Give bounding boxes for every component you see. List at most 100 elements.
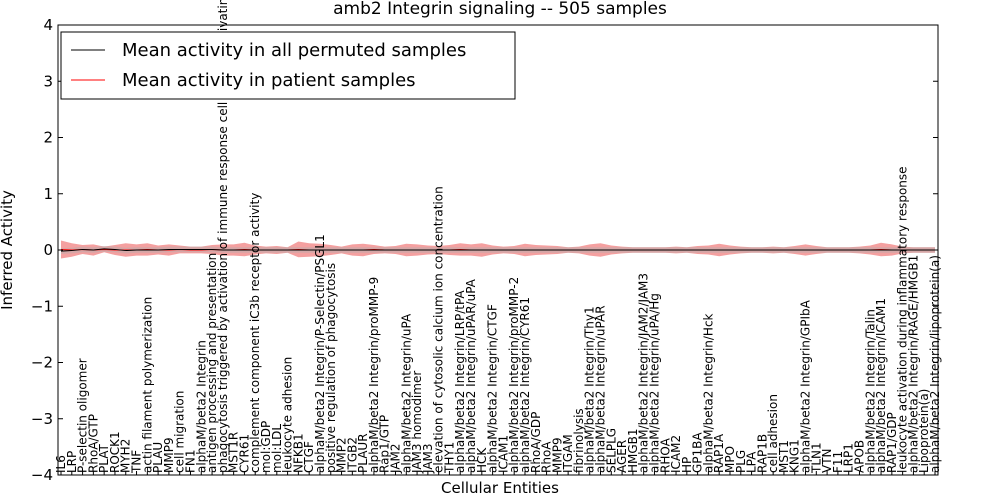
x-tick-label: alphaM/beta2 Integrin/CTGF bbox=[486, 304, 500, 473]
legend-label-patient: Mean activity in patient samples bbox=[122, 70, 416, 91]
x-tick-label: SELPLG bbox=[604, 428, 618, 473]
x-tick-label: HP bbox=[680, 457, 694, 473]
x-tick-label: NFKB1 bbox=[291, 433, 305, 473]
x-tick-label: THY1 bbox=[442, 442, 456, 474]
x-tick-label: alphaM/beta2 Integrin/lipoprotein(a) bbox=[928, 255, 942, 473]
x-tick-label: RAP1B bbox=[755, 434, 769, 473]
x-tick-label: APOB bbox=[852, 440, 866, 473]
x-tick-label: fibrinolysis bbox=[572, 408, 586, 473]
x-tick-label: leukocyte activation during inflammatory… bbox=[896, 166, 910, 473]
x-axis-label: Cellular Entities bbox=[441, 479, 559, 497]
x-tick-label: alphaM/beta2 Integrin/uPAR bbox=[594, 305, 608, 473]
x-tick-label: alphaM/beta2 Integrin/Hck bbox=[701, 313, 715, 473]
x-tick-label: AGER bbox=[615, 440, 629, 473]
x-tick-label: ICAM2 bbox=[669, 435, 683, 473]
x-tick-label: alphaM/beta2 Integrin/uPA bbox=[399, 313, 413, 473]
x-tick-label: MMP2 bbox=[335, 437, 349, 473]
x-tick-label: CYR61 bbox=[237, 434, 251, 473]
y-tick-label: −1 bbox=[31, 297, 53, 315]
x-tick-label: PLAU bbox=[151, 442, 165, 473]
x-tick-label: KNG1 bbox=[788, 439, 802, 473]
x-tick-label: alphaM/beta2 Integrin/ICAM1 bbox=[874, 298, 888, 473]
x-tick-label: LRP1 bbox=[842, 443, 856, 473]
x-tick-label: MMP9 bbox=[162, 437, 176, 473]
y-tick-label: 0 bbox=[43, 241, 53, 259]
x-tick-label: LRP bbox=[65, 451, 79, 473]
x-tick-label: HCK bbox=[475, 447, 489, 473]
x-tick-label: PLG bbox=[734, 450, 748, 473]
x-tick-label: alphaM/beta2 Integrin/CYR61 bbox=[518, 297, 532, 473]
x-tick-label: MYH2 bbox=[119, 439, 133, 473]
x-tick-label: alphaM/beta2 Integrin/P-Selectin/PSGL1 bbox=[313, 234, 327, 473]
x-tick-label: alphaM/beta2 Integrin/LRP/tPA bbox=[453, 290, 467, 473]
y-tick-label: 3 bbox=[43, 72, 53, 90]
legend-box bbox=[60, 31, 516, 100]
x-tick-label: alphaM/beta2 Integrin/GPIbA bbox=[799, 299, 813, 473]
x-tick-label: elevation of cytosolic calcium ion conce… bbox=[432, 186, 446, 473]
x-tick-label: MPO bbox=[723, 446, 737, 473]
x-tick-label: ITGB2 bbox=[345, 437, 359, 473]
x-tick-label: PLAUR bbox=[356, 433, 370, 473]
x-tick-label: TLN1 bbox=[809, 442, 823, 474]
legend: Mean activity in all permuted samples Me… bbox=[60, 31, 516, 100]
x-tick-label: GP1BA bbox=[691, 432, 705, 473]
patient-activity-band bbox=[61, 240, 935, 259]
x-tick-label: antigen processing and presentation bbox=[205, 253, 219, 473]
x-tick-label: F11 bbox=[831, 451, 845, 473]
x-tick-label: JAM2 bbox=[388, 443, 402, 474]
x-tick-label: cell migration bbox=[173, 391, 187, 473]
x-tick-label: positive regulation of phagocytosis bbox=[324, 263, 338, 473]
x-tick-label: JAM3 bbox=[421, 443, 435, 474]
x-tick-label: alphaM/beta2 Integrin bbox=[194, 340, 208, 473]
x-tick-label: JAM3 homodimer bbox=[410, 371, 424, 474]
x-tick-label: alphaM/beta2 Integrin/JAM2/JAM3 bbox=[637, 273, 651, 473]
x-tick-label: CTGF bbox=[302, 441, 316, 473]
x-tick-label: MMP9 bbox=[550, 437, 564, 473]
x-tick-label: LPA bbox=[745, 451, 759, 473]
x-tick-label: alphaM/beta2 Integrin/uPA/Hg bbox=[647, 293, 661, 473]
x-tick-label: FN1 bbox=[183, 449, 197, 473]
x-tick-label: alphaM/beta2 Integrin/Talin bbox=[863, 309, 877, 473]
y-tick-label: −4 bbox=[31, 466, 53, 484]
x-tick-label: RHOA bbox=[658, 437, 672, 473]
legend-label-permuted: Mean activity in all permuted samples bbox=[122, 40, 466, 61]
x-tick-label: Lipoprotein(a) bbox=[917, 389, 931, 473]
x-tick-label: ITGAM bbox=[561, 434, 575, 473]
x-tick-label: complement component iC3b receptor activ… bbox=[248, 193, 262, 473]
x-tick-label: TNF bbox=[130, 450, 144, 474]
x-tick-label: RAP1A bbox=[712, 433, 726, 473]
x-tick-label: RhoA/GTP bbox=[86, 414, 100, 473]
x-tick-label: alphaM/beta2 Integrin/RAGE/HMGB1 bbox=[906, 255, 920, 473]
x-tick-label: actin filament polymerization bbox=[140, 297, 154, 473]
x-tick-label: cell adhesion bbox=[766, 394, 780, 473]
x-tick-label: alphaM/beta2 Integrin/Thy1 bbox=[583, 306, 597, 473]
x-tick-label: VTN bbox=[820, 448, 834, 473]
y-tick-label: −2 bbox=[31, 354, 53, 372]
x-tick-label: MST1R bbox=[227, 432, 241, 473]
x-tick-label: alphaM/beta2 Integrin/uPAR/uPA bbox=[464, 278, 478, 473]
x-tick-label: alphaM/beta2 Integrin/proMMP-2 bbox=[507, 277, 521, 473]
x-tick-label: alphaM/beta2 Integrin/proMMP-9 bbox=[367, 277, 381, 473]
permuted-activity-line bbox=[60, 248, 935, 252]
y-tick-label: 2 bbox=[43, 129, 53, 147]
x-tick-label: Rap1/GTP bbox=[378, 415, 392, 473]
x-tick-label: mol:GDP bbox=[259, 421, 273, 473]
y-axis-label: Inferred Activity bbox=[0, 190, 16, 310]
y-tick-label: 1 bbox=[43, 185, 53, 203]
chart-title: amb2 Integrin signaling -- 505 samples bbox=[333, 0, 667, 19]
x-tick-label: PLAT bbox=[97, 444, 111, 473]
x-tick-label: ICAM1 bbox=[496, 435, 510, 473]
x-tick-label: RhoA/GDP bbox=[529, 412, 543, 473]
x-tick-label: HMGB1 bbox=[626, 428, 640, 473]
x-tick-label: phagocytosis triggered by activation of … bbox=[216, 0, 230, 473]
x-tick-label: ROCK1 bbox=[108, 431, 122, 473]
x-tick-label: RhoA bbox=[540, 441, 554, 473]
y-tick-label: 4 bbox=[43, 16, 53, 34]
x-tick-label: mol:LDL bbox=[270, 424, 284, 473]
x-tick-label: MST1 bbox=[777, 440, 791, 473]
x-tick-label: leukocyte adhesion bbox=[281, 357, 295, 473]
x-tick-label: P-selectin oligomer bbox=[76, 358, 90, 473]
y-tick-label: −3 bbox=[31, 410, 53, 428]
x-tick-label: RAP1/GDP bbox=[885, 412, 899, 473]
